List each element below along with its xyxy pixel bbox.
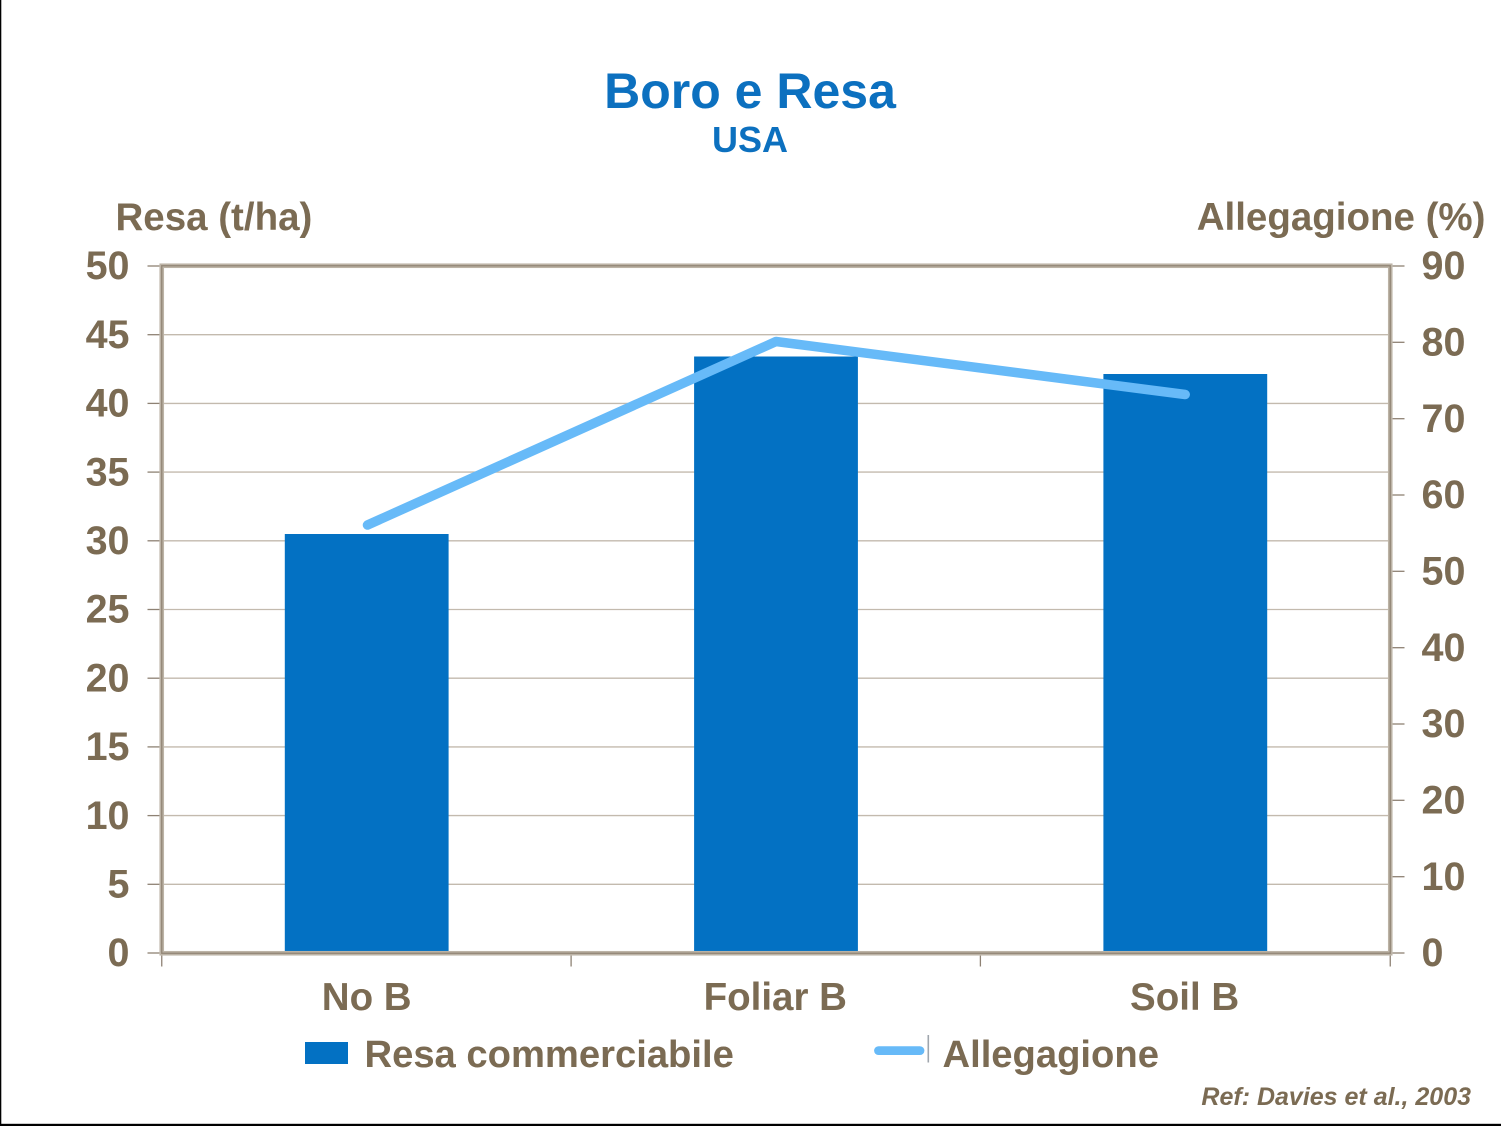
svg-text:Boro e Resa: Boro e Resa <box>604 63 897 119</box>
svg-text:40: 40 <box>86 382 130 426</box>
svg-text:Allegagione (%): Allegagione (%) <box>1197 196 1486 239</box>
svg-text:50: 50 <box>86 244 130 288</box>
svg-text:20: 20 <box>1422 779 1466 823</box>
svg-text:Foliar B: Foliar B <box>704 976 847 1019</box>
svg-text:Resa commerciabile: Resa commerciabile <box>365 1033 734 1076</box>
svg-text:Resa (t/ha): Resa (t/ha) <box>116 196 313 239</box>
svg-text:60: 60 <box>1422 473 1466 517</box>
svg-text:30: 30 <box>1422 702 1466 746</box>
svg-text:25: 25 <box>86 588 130 632</box>
svg-text:Allegagione: Allegagione <box>943 1033 1159 1076</box>
svg-text:0: 0 <box>108 931 130 975</box>
svg-text:5: 5 <box>108 863 130 907</box>
svg-text:No B: No B <box>322 976 412 1019</box>
svg-text:70: 70 <box>1422 397 1466 441</box>
svg-text:0: 0 <box>1422 931 1444 975</box>
svg-text:Ref: Davies et al., 2003: Ref: Davies et al., 2003 <box>1201 1083 1471 1111</box>
svg-text:45: 45 <box>86 313 130 357</box>
svg-text:50: 50 <box>1422 550 1466 594</box>
svg-text:20: 20 <box>86 656 130 700</box>
svg-text:15: 15 <box>86 725 130 769</box>
svg-text:30: 30 <box>86 519 130 563</box>
svg-text:10: 10 <box>86 794 130 838</box>
svg-text:35: 35 <box>86 450 130 494</box>
svg-text:USA: USA <box>712 119 788 160</box>
svg-text:80: 80 <box>1422 321 1466 365</box>
svg-text:90: 90 <box>1422 244 1466 288</box>
svg-text:Soil B: Soil B <box>1130 976 1239 1019</box>
svg-text:40: 40 <box>1422 626 1466 670</box>
svg-text:10: 10 <box>1422 855 1466 899</box>
